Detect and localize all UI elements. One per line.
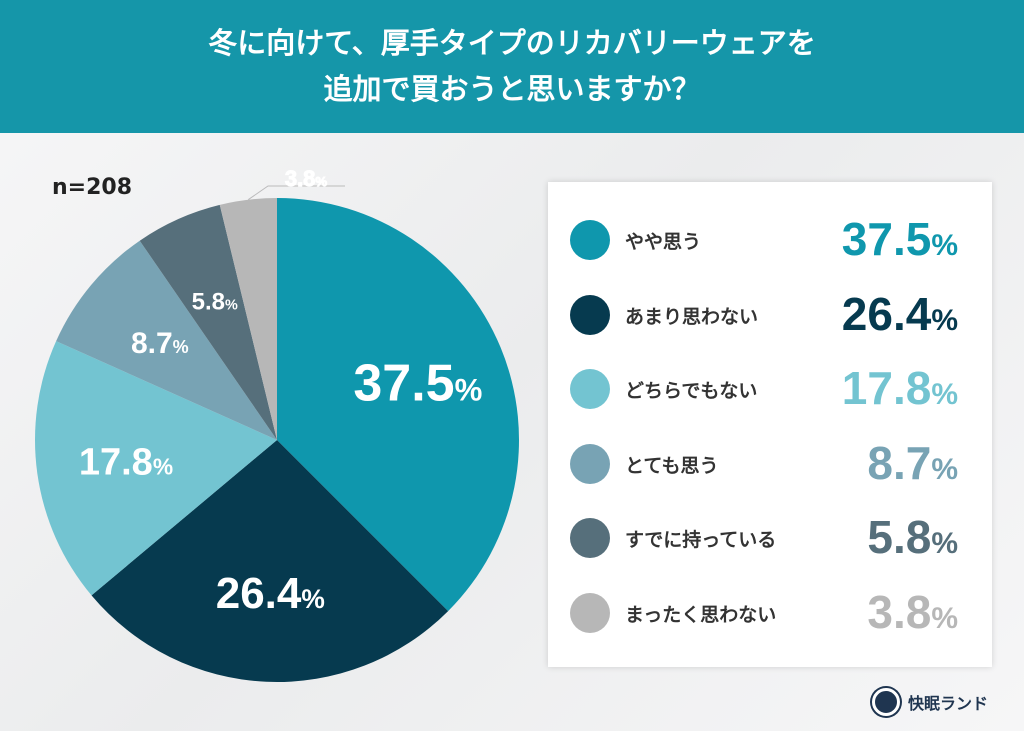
legend-item: あまり思わない 26.4%	[548, 285, 992, 345]
pie-slice-0	[277, 198, 519, 612]
legend-value: 3.8%	[867, 585, 958, 638]
pie-slice-4	[139, 204, 277, 440]
legend-swatch	[570, 592, 610, 633]
title-line-1: 冬に向けて、厚手タイプのリカバリーウェアを	[208, 26, 816, 60]
legend-label: やや思う	[625, 231, 702, 253]
legend-label: どちらでもない	[625, 380, 758, 402]
legend-value: 37.5%	[841, 213, 958, 265]
legend: やや思う 37.5% あまり思わない 26.4% どちらでもない 17.8% と…	[548, 182, 992, 667]
legend-item: とても思う 8.7%	[548, 434, 992, 494]
slice-label-0: 37.5%	[353, 354, 482, 412]
logo-mark-icon	[872, 688, 900, 716]
sample-size: n=208	[52, 175, 133, 200]
legend-value: 5.8%	[867, 511, 958, 563]
slice-label-5: 3.8%	[285, 166, 328, 191]
legend-value: 26.4%	[841, 287, 958, 340]
legend-item: やや思う 37.5%	[548, 210, 992, 270]
pie-slice-3	[56, 240, 278, 440]
legend-swatch	[570, 369, 610, 409]
legend-item: どちらでもない 17.8%	[548, 359, 992, 419]
brand-logo: 快眠ランド	[872, 688, 988, 716]
title-line-2: 追加で買おうと思いますか？	[323, 72, 701, 106]
leader-line	[247, 185, 345, 201]
slice-label-4: 5.8%	[192, 288, 238, 315]
pie-slice-1	[91, 440, 449, 682]
logo-text: 快眠ランド	[908, 694, 989, 713]
legend-value: 8.7%	[867, 436, 958, 489]
legend-label: まったく思わない	[625, 603, 777, 626]
legend-label: あまり思わない	[625, 305, 759, 328]
legend-item: まったく思わない 3.8%	[548, 583, 992, 643]
legend-swatch	[570, 294, 610, 335]
pie-slice-2	[34, 341, 277, 596]
legend-swatch	[570, 518, 610, 558]
legend-label: とても思う	[625, 454, 719, 477]
legend-value: 17.8%	[841, 362, 958, 414]
slice-label-2: 17.8%	[79, 442, 173, 484]
slice-label-1: 26.4%	[216, 569, 325, 618]
legend-swatch	[570, 443, 610, 484]
legend-label: すでに持っている	[625, 529, 777, 551]
legend-item: すでに持っている 5.8%	[548, 508, 992, 568]
pie-slice-5	[219, 198, 277, 440]
slice-label-3: 8.7%	[131, 327, 189, 360]
chart-title: 冬に向けて、厚手タイプのリカバリーウェアを 追加で買おうと思いますか？	[0, 0, 1024, 133]
legend-swatch	[570, 220, 610, 260]
